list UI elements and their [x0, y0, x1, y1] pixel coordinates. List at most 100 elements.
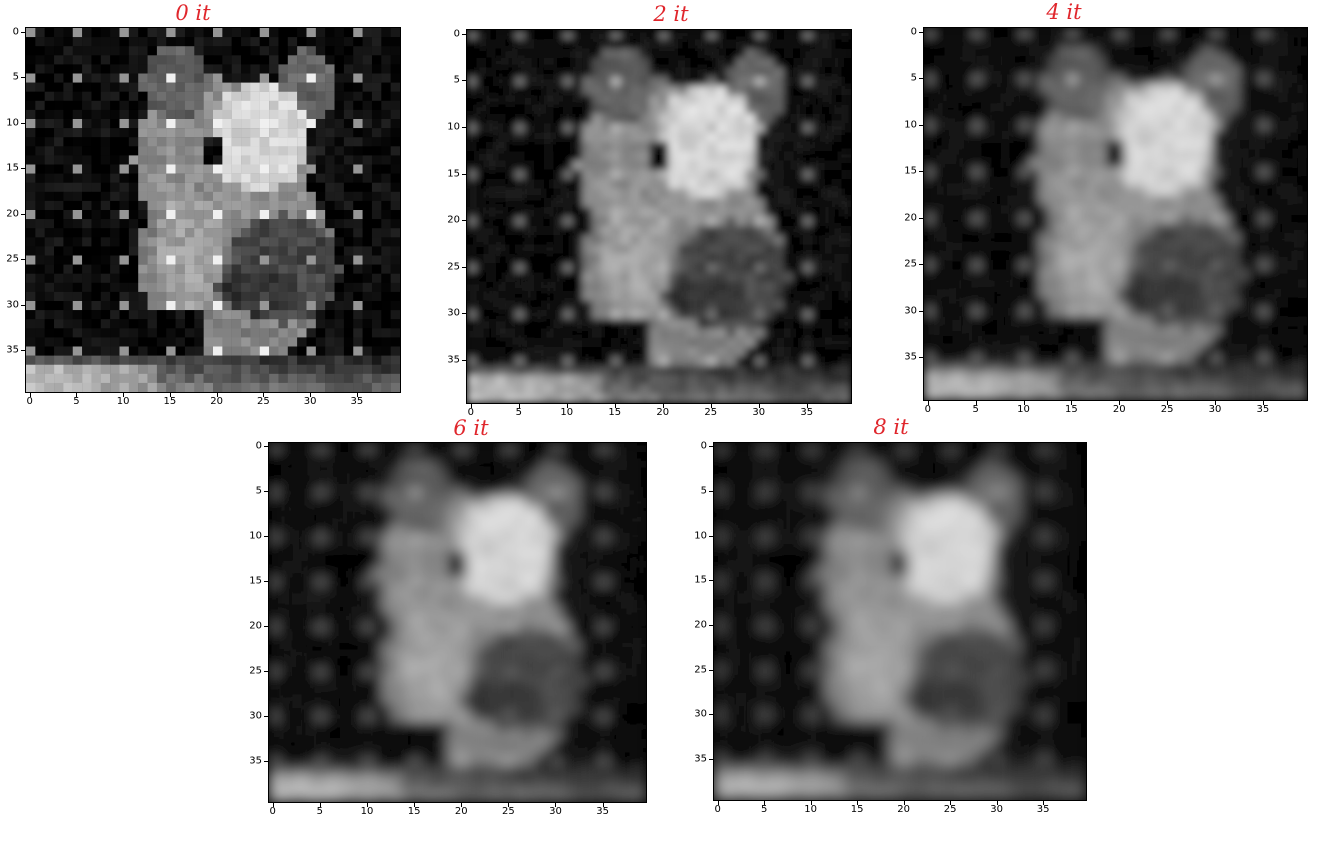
- x-tick-label: 10: [360, 806, 374, 817]
- x-tick-mark: [1043, 801, 1045, 805]
- x-tick-label: 20: [897, 804, 911, 815]
- x-tick-mark: [272, 803, 274, 807]
- y-tick-mark: [21, 259, 25, 261]
- y-tick-mark: [21, 304, 25, 306]
- y-tick-label: 20: [6, 208, 19, 220]
- y-tick-mark: [462, 126, 466, 128]
- y-tick-label: 30: [6, 299, 19, 311]
- y-tick-label: 15: [249, 575, 262, 587]
- x-tick-label: 20: [210, 396, 224, 407]
- x-tick-mark: [555, 803, 557, 807]
- y-tick-mark: [462, 80, 466, 82]
- y-tick-mark: [462, 266, 466, 268]
- panel-title: 8 it: [873, 415, 909, 439]
- x-tick-label: 35: [596, 806, 609, 817]
- iteration-image: [466, 29, 852, 404]
- x-tick-label: 35: [350, 396, 364, 407]
- pixel-grid: [269, 443, 646, 802]
- y-tick-label: 25: [6, 253, 19, 265]
- y-tick-mark: [264, 625, 268, 627]
- y-tick-mark: [462, 313, 466, 315]
- y-tick-mark: [919, 264, 923, 266]
- iteration-image: [713, 442, 1087, 801]
- y-tick-label: 10: [249, 530, 262, 542]
- x-tick-label: 30: [1208, 404, 1222, 415]
- y-tick-mark: [919, 217, 923, 219]
- y-tick-label: 15: [904, 165, 917, 177]
- y-tick-label: 30: [904, 305, 917, 317]
- y-tick-mark: [462, 360, 466, 362]
- y-tick-mark: [709, 580, 713, 582]
- x-tick-label: 10: [1017, 404, 1030, 415]
- y-tick-mark: [462, 173, 466, 175]
- x-tick-mark: [927, 401, 929, 405]
- x-tick-mark: [857, 801, 859, 805]
- y-tick-label: 0: [255, 440, 262, 452]
- x-tick-mark: [614, 404, 616, 408]
- panel-title: 2 it: [653, 2, 689, 26]
- y-tick-label: 25: [249, 665, 262, 677]
- y-tick-label: 5: [12, 71, 19, 83]
- y-tick-label: 15: [447, 168, 460, 180]
- y-tick-label: 15: [6, 162, 19, 174]
- x-tick-mark: [29, 393, 31, 397]
- x-tick-label: 30: [990, 804, 1004, 815]
- y-tick-mark: [264, 670, 268, 672]
- x-tick-mark: [717, 801, 719, 805]
- pixel-grid: [26, 28, 400, 392]
- x-tick-label: 35: [1036, 804, 1050, 815]
- y-tick-label: 35: [447, 354, 460, 366]
- pixel-grid: [467, 30, 851, 403]
- y-tick-label: 0: [910, 26, 917, 38]
- y-tick-label: 25: [694, 664, 707, 676]
- x-tick-label: 0: [924, 404, 931, 415]
- y-tick-mark: [21, 31, 25, 33]
- y-tick-mark: [21, 122, 25, 124]
- x-tick-mark: [950, 801, 952, 805]
- y-tick-mark: [264, 491, 268, 493]
- x-tick-mark: [758, 404, 760, 408]
- x-tick-label: 0: [269, 806, 276, 817]
- y-tick-label: 5: [700, 485, 707, 497]
- y-tick-mark: [709, 714, 713, 716]
- y-tick-label: 0: [453, 28, 460, 40]
- iteration-image: [268, 442, 647, 803]
- y-tick-label: 0: [12, 26, 19, 38]
- y-tick-label: 20: [904, 212, 917, 224]
- x-tick-mark: [461, 803, 463, 807]
- x-tick-mark: [123, 393, 125, 397]
- x-tick-mark: [1023, 401, 1025, 405]
- y-tick-mark: [709, 669, 713, 671]
- x-tick-mark: [1071, 401, 1073, 405]
- x-tick-mark: [1215, 401, 1217, 405]
- x-tick-mark: [366, 803, 368, 807]
- x-tick-label: 15: [850, 804, 864, 815]
- x-tick-label: 5: [73, 396, 80, 407]
- y-tick-mark: [709, 758, 713, 760]
- y-tick-mark: [709, 491, 713, 493]
- y-tick-label: 5: [910, 72, 917, 84]
- y-tick-mark: [264, 581, 268, 583]
- x-tick-mark: [310, 393, 312, 397]
- x-tick-label: 5: [972, 404, 979, 415]
- y-tick-label: 20: [249, 620, 262, 632]
- x-tick-label: 0: [26, 396, 33, 407]
- iteration-image: [25, 27, 401, 393]
- x-tick-mark: [1119, 401, 1121, 405]
- x-tick-label: 0: [714, 804, 721, 815]
- y-tick-mark: [709, 535, 713, 537]
- y-tick-mark: [264, 446, 268, 448]
- y-tick-mark: [21, 168, 25, 170]
- x-tick-mark: [76, 393, 78, 397]
- y-tick-label: 35: [6, 344, 19, 356]
- x-tick-label: 30: [303, 396, 317, 407]
- y-tick-mark: [919, 31, 923, 33]
- y-tick-mark: [919, 78, 923, 80]
- y-tick-label: 25: [447, 261, 460, 273]
- pixel-grid: [714, 443, 1086, 800]
- panel-title: 6 it: [453, 416, 489, 440]
- y-tick-mark: [21, 213, 25, 215]
- y-tick-label: 10: [694, 530, 707, 542]
- x-tick-mark: [1167, 401, 1169, 405]
- y-tick-mark: [709, 624, 713, 626]
